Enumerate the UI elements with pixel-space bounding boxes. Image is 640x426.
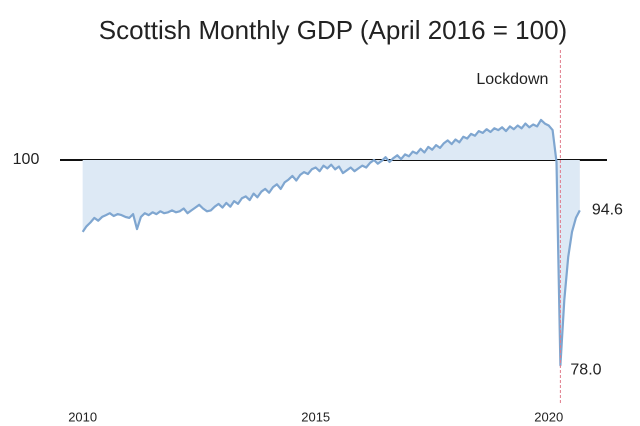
value-label: 94.6 (592, 202, 623, 219)
chart-title: Scottish Monthly GDP (April 2016 = 100) (99, 15, 567, 45)
x-tick-label: 2015 (301, 409, 330, 424)
y-tick-label: 100 (13, 151, 40, 168)
value-label: 78.0 (570, 362, 601, 379)
x-tick-label: 2010 (68, 409, 97, 424)
annotation-label: Lockdown (476, 71, 548, 88)
data-line (81, 118, 581, 367)
x-tick-label: 2020 (534, 409, 563, 424)
area-fill (82, 119, 580, 366)
